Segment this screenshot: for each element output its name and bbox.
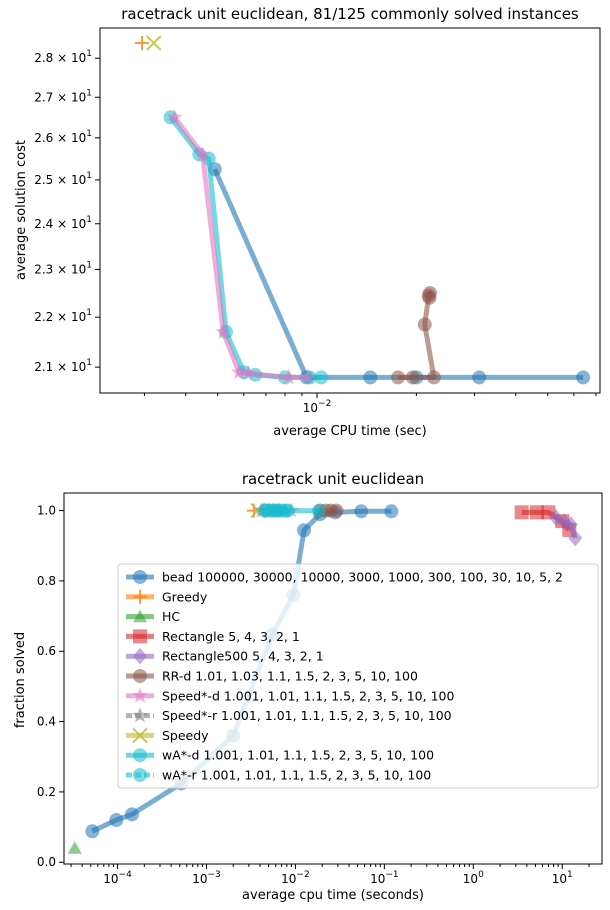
- y-tick-label: 2.2 × 101: [34, 308, 92, 324]
- y-tick-label: 0.0: [37, 855, 56, 869]
- data-point-speed-d: [280, 369, 297, 385]
- legend-marker: [133, 589, 147, 604]
- data-point-bead: [363, 370, 378, 385]
- legend-label: Rectangle500 5, 4, 3, 2, 1: [162, 649, 324, 664]
- x-tick-label: 10−2: [281, 870, 310, 886]
- x-tick-label: 10−1: [370, 870, 399, 886]
- chart-bottom-x-ticks: 10−4 10−3 10−2 10−1 100 101: [70, 864, 590, 886]
- chart-bottom-title: racetrack unit euclidean: [242, 470, 424, 488]
- data-point-speed-d: [230, 363, 247, 380]
- data-point-rr-d: [391, 370, 406, 385]
- chart-bottom-y-ticks: 0.0 0.2 0.4 0.6 0.8 1.0: [37, 504, 64, 869]
- legend-label: RR-d 1.01, 1.03, 1.1, 1.5, 2, 3, 5, 10, …: [162, 669, 418, 684]
- chart-top-title: racetrack unit euclidean, 81/125 commonl…: [121, 5, 579, 23]
- y-tick-label: 2.4 × 101: [34, 215, 92, 231]
- x-tick-label: 10−4: [103, 870, 132, 886]
- chart-top-y-ticks: 2.1 × 101 2.2 × 101 2.3 × 101 2.4 × 101 2.5 …: [34, 49, 100, 374]
- legend-label: bead 100000, 30000, 10000, 3000, 1000, 3…: [162, 570, 563, 585]
- y-tick-label: 2.1 × 101: [34, 358, 92, 374]
- legend-marker: [133, 669, 147, 683]
- chart-bottom: racetrack unit euclidean 0.0 0.2 0.4 0.6 0.8…: [13, 470, 603, 903]
- x-tick-label: 10−2: [303, 399, 332, 415]
- legend-marker: [133, 647, 147, 665]
- x-tick-label: 101: [552, 870, 573, 886]
- data-point-speed-d: [240, 364, 257, 381]
- data-point-rr-d: [329, 503, 344, 518]
- y-tick-label: 0.8: [37, 574, 56, 588]
- legend-marker: [133, 570, 147, 584]
- y-tick-label: 0.4: [37, 715, 56, 729]
- chart-top-plot-area: [135, 35, 591, 385]
- chart-bottom-legend: bead 100000, 30000, 10000, 3000, 1000, 3…: [117, 563, 599, 789]
- data-point-bead: [472, 370, 487, 385]
- legend-box: [117, 563, 599, 789]
- data-point-bead: [85, 824, 100, 839]
- data-point-greedy: [135, 36, 150, 51]
- legend-marker: [132, 687, 148, 703]
- legend-label: wA*-d 1.001, 1.01, 1.1, 1.5, 2, 3, 5, 10…: [162, 748, 434, 763]
- chart-top: racetrack unit euclidean, 81/125 commonl…: [14, 5, 601, 439]
- legend-marker: [133, 748, 147, 763]
- legend-label: Speed*-r 1.001, 1.01, 1.1, 1.5, 2, 3, 5,…: [162, 708, 452, 723]
- data-point-bead: [297, 523, 312, 538]
- legend-label: Greedy: [162, 589, 208, 604]
- y-tick-label: 2.6 × 101: [34, 129, 92, 145]
- legend-marker: [132, 707, 148, 723]
- chart-bottom-x-label: average cpu time (seconds): [242, 888, 424, 903]
- y-tick-label: 0.6: [37, 644, 56, 658]
- data-point-speed-d: [194, 146, 211, 162]
- legend-label: wA*-r 1.001, 1.01, 1.1, 1.5, 2, 3, 5, 10…: [162, 768, 431, 783]
- data-point-wa-r: [278, 503, 293, 518]
- series-line-bead: [212, 168, 584, 380]
- series-line-rr-d: [398, 290, 437, 380]
- data-point-bead: [109, 813, 124, 828]
- y-tick-label: 2.3 × 101: [34, 260, 92, 276]
- chart-top-x-label: average CPU time (sec): [273, 424, 426, 439]
- chart-bottom-axes-frame: [63, 492, 603, 865]
- data-point-rr-d: [426, 370, 441, 385]
- y-tick-label: 0.2: [37, 785, 56, 799]
- legend-marker: [133, 629, 147, 644]
- y-tick-label: 1.0: [37, 504, 56, 518]
- chart-top-axes-frame: [99, 27, 601, 394]
- data-point-rectangle: [514, 505, 529, 520]
- data-point-rr-d: [417, 317, 432, 332]
- legend-marker: [133, 609, 147, 623]
- chart-bottom-y-label: fraction solved: [13, 632, 28, 728]
- data-point-rr-d: [422, 290, 437, 305]
- data-point-bead: [576, 370, 591, 385]
- legend-marker: [132, 727, 148, 744]
- legend-marker: [133, 768, 147, 782]
- legend-label: HC: [162, 609, 180, 624]
- chart-top-x-ticks: 10−2: [143, 393, 597, 415]
- chart-top-y-label: average solution cost: [14, 140, 29, 280]
- data-point-rectangle500: [563, 516, 578, 534]
- data-point-bead: [384, 504, 399, 519]
- y-tick-label: 2.5 × 101: [34, 171, 92, 187]
- data-point-wa-d: [314, 370, 329, 385]
- data-point-bead: [124, 807, 139, 822]
- y-tick-label: 2.7 × 101: [34, 88, 92, 104]
- data-point-speed-d: [300, 369, 317, 385]
- data-point-bead: [354, 504, 369, 519]
- data-point-speedy: [146, 35, 162, 51]
- data-point-hc: [67, 841, 82, 854]
- data-point-speed-d: [215, 323, 232, 339]
- legend-label: Speedy: [162, 728, 209, 743]
- x-tick-label: 100: [463, 870, 484, 886]
- data-point-wa-d: [312, 503, 327, 518]
- data-point-rectangle: [529, 505, 544, 520]
- y-tick-label: 2.8 × 101: [34, 49, 92, 65]
- data-point-rr-d: [405, 370, 420, 385]
- data-point-rectangle500: [568, 529, 583, 547]
- legend-label: Speed*-d 1.001, 1.01, 1.1, 1.5, 2, 3, 5,…: [162, 688, 454, 703]
- x-tick-label: 10−3: [192, 870, 221, 886]
- data-point-speed-d: [166, 108, 183, 125]
- legend-label: Rectangle 5, 4, 3, 2, 1: [162, 629, 300, 644]
